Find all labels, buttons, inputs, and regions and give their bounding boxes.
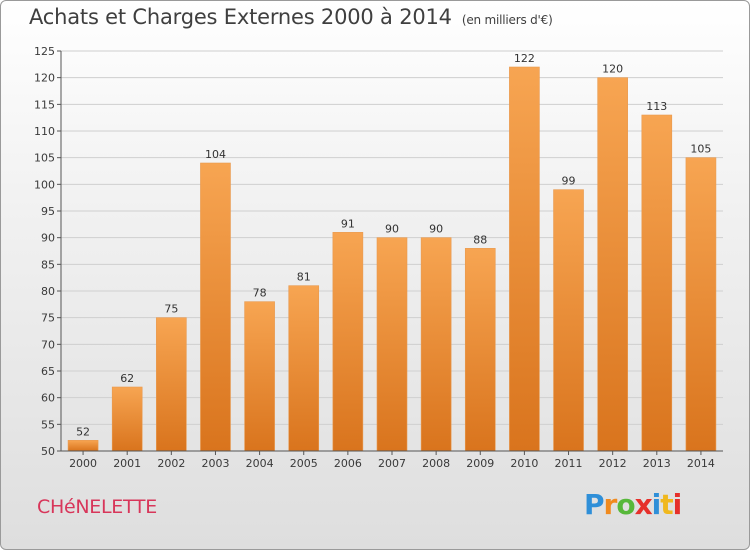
bar-chart: 50 55 60 65 70 75 80 85 90 95 100 105 110 115 120 125 5… xyxy=(34,45,723,470)
value-label: 52 xyxy=(76,425,90,438)
bar-2009 xyxy=(464,248,496,452)
logo-letter: o xyxy=(616,488,635,521)
bars xyxy=(67,66,717,452)
chart-subtitle: (en milliers d'€) xyxy=(461,13,553,27)
y-tick-label: 105 xyxy=(34,152,55,165)
commune-name: CHéNELETTE xyxy=(37,496,157,518)
value-label: 78 xyxy=(253,287,267,300)
y-tick-label: 55 xyxy=(41,418,55,431)
x-tick-label: 2000 xyxy=(69,457,97,470)
bar-2003 xyxy=(200,162,231,452)
bar-2007 xyxy=(376,237,408,452)
y-tick-label: 75 xyxy=(41,312,55,325)
value-label: 75 xyxy=(164,303,178,316)
bar-2011 xyxy=(553,189,584,452)
bar-2004 xyxy=(244,301,275,452)
y-axis-ticks: 50 55 60 65 70 75 80 85 90 95 100 105 110 115 120 125 xyxy=(34,45,61,458)
y-tick-label: 70 xyxy=(41,338,55,351)
y-tick-label: 115 xyxy=(34,98,55,111)
logo-letter: i xyxy=(651,488,662,521)
value-label: 90 xyxy=(429,223,443,236)
x-tick-label: 2003 xyxy=(201,457,229,470)
value-label: 99 xyxy=(562,175,576,188)
y-tick-label: 120 xyxy=(34,72,55,85)
title-text: Achats et Charges Externes 2000 à 2014 xyxy=(29,5,452,29)
value-label: 81 xyxy=(297,271,311,284)
x-tick-label: 2012 xyxy=(599,457,627,470)
bar-2008 xyxy=(420,237,452,452)
y-tick-label: 85 xyxy=(41,258,55,271)
logo-letter: P xyxy=(584,488,605,521)
y-tick-label: 80 xyxy=(41,285,55,298)
bar-2005 xyxy=(288,285,320,452)
logo-letter: r xyxy=(603,488,618,521)
x-tick-label: 2009 xyxy=(466,457,494,470)
y-tick-label: 50 xyxy=(41,445,55,458)
bar-2012 xyxy=(597,77,628,452)
x-tick-label: 2008 xyxy=(422,457,450,470)
y-tick-label: 95 xyxy=(41,205,55,218)
value-label: 113 xyxy=(646,100,667,113)
logo-letter: t xyxy=(660,488,673,521)
x-tick-label: 2006 xyxy=(334,457,362,470)
value-label: 90 xyxy=(385,223,399,236)
value-label: 104 xyxy=(205,148,226,161)
x-tick-label: 2004 xyxy=(246,457,274,470)
y-tick-label: 125 xyxy=(34,45,55,58)
x-tick-label: 2001 xyxy=(113,457,141,470)
y-tick-label: 90 xyxy=(41,232,55,245)
y-tick-label: 100 xyxy=(34,178,55,191)
value-label: 91 xyxy=(341,217,355,230)
bar-2006 xyxy=(332,232,364,452)
proxiti-logo: Proxiti xyxy=(584,488,683,521)
x-tick-label: 2011 xyxy=(555,457,583,470)
x-tick-label: 2013 xyxy=(643,457,671,470)
value-label: 120 xyxy=(602,63,623,76)
y-tick-label: 110 xyxy=(34,125,55,138)
bar-2002 xyxy=(156,317,187,452)
value-label: 122 xyxy=(514,52,535,65)
bar-2013 xyxy=(641,114,673,452)
bar-2001 xyxy=(111,386,143,452)
x-tick-label: 2007 xyxy=(378,457,406,470)
x-tick-label: 2002 xyxy=(157,457,185,470)
x-tick-label: 2005 xyxy=(290,457,318,470)
value-label: 88 xyxy=(473,233,487,246)
logo-letter: x xyxy=(634,488,653,521)
value-label: 105 xyxy=(690,143,711,156)
x-tick-label: 2014 xyxy=(687,457,715,470)
y-tick-label: 65 xyxy=(41,365,55,378)
bar-2010 xyxy=(509,66,540,452)
x-tick-label: 2010 xyxy=(510,457,538,470)
chart-title: Achats et Charges Externes 2000 à 2014 (e… xyxy=(29,5,553,29)
value-label: 62 xyxy=(120,372,134,385)
y-tick-label: 60 xyxy=(41,392,55,405)
bar-2000 xyxy=(67,440,99,452)
logo-letter: i xyxy=(672,488,683,521)
bar-2014 xyxy=(685,157,717,452)
value-labels: 52 62 75 104 78 81 91 90 90 88 122 99 120 113 105 xyxy=(76,52,711,438)
x-axis-ticks: 2000 2001 2002 2003 2004 2005 2006 2007 2008 2009… xyxy=(69,451,715,470)
